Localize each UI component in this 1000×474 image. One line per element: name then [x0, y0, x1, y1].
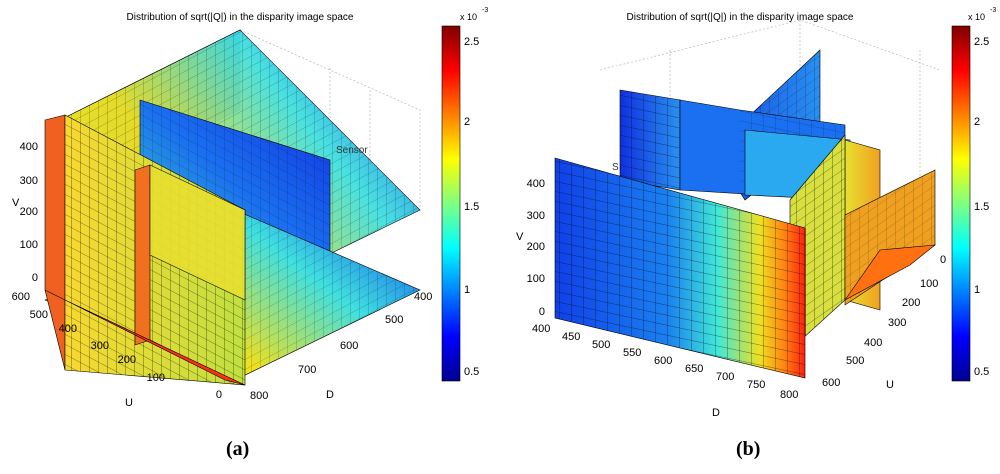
tick-label: 400 — [414, 291, 432, 303]
tick-label: 200 — [902, 297, 920, 309]
tick-label: 500 — [592, 339, 610, 351]
tick-label: 300 — [91, 340, 109, 352]
chart-b-v-axis: 400 300 200 100 0 V — [516, 178, 545, 318]
chart-a-colorbar: 2.5 2 1.5 1 0.5 x 10 -3 — [441, 7, 488, 382]
chart-a-u-axis: 600 500 400 300 200 100 0 U — [12, 291, 222, 409]
chart-b-d-axis: 400 450 500 550 600 650 700 750 800 D — [532, 323, 798, 419]
chart-b-svg: Distribution of sqrt(|Q|) in the dispari… — [516, 7, 996, 419]
tick-label: 650 — [685, 363, 703, 375]
colorbar-exponent: -3 — [990, 7, 996, 14]
chart-a-ylabel: D — [326, 389, 334, 401]
panel-a: Distribution of sqrt(|Q|) in the dispari… — [12, 7, 489, 460]
tick-label: 800 — [780, 389, 798, 401]
tick-label: 0.5 — [464, 366, 479, 378]
tick-label: 550 — [623, 347, 641, 359]
caption-a: (a) — [226, 438, 250, 460]
tick-label: 100 — [147, 372, 165, 384]
tick-label: 750 — [747, 379, 765, 391]
tick-label: 400 — [527, 178, 545, 190]
colorbar-exponent: -3 — [482, 7, 488, 14]
tick-label: 200 — [20, 206, 38, 218]
tick-label: 100 — [20, 239, 38, 251]
tick-label: 100 — [527, 273, 545, 285]
tick-label: 400 — [864, 337, 882, 349]
chart-a-d-axis: 800 700 600 500 400 D — [250, 291, 432, 402]
tick-label: 0 — [539, 306, 545, 318]
tick-label: 500 — [30, 309, 48, 321]
chart-b-zlabel: V — [516, 231, 524, 243]
tick-label: 500 — [846, 355, 864, 367]
tick-label: 600 — [654, 355, 672, 367]
tick-label: 400 — [20, 141, 38, 153]
tick-label: 0.5 — [974, 366, 989, 378]
tick-label: 2 — [974, 116, 980, 128]
chart-b-ylabel: U — [886, 379, 894, 391]
tick-label: 2.5 — [974, 36, 989, 48]
panel-b: Distribution of sqrt(|Q|) in the dispari… — [500, 0, 1000, 474]
tick-label: 600 — [340, 340, 358, 352]
tick-label: 300 — [888, 317, 906, 329]
tick-label: 1 — [974, 284, 980, 296]
tick-label: 300 — [527, 210, 545, 222]
chart-a-svg: Distribution of sqrt(|Q|) in the dispari… — [12, 7, 489, 409]
chart-a-xlabel: U — [125, 397, 133, 409]
chart-b-sensor-label: S — [612, 162, 619, 173]
chart-a-inner-edge — [134, 164, 151, 346]
tick-label: 450 — [562, 331, 580, 343]
tick-label: 500 — [385, 314, 403, 326]
chart-a-title: Distribution of sqrt(|Q|) in the dispari… — [127, 12, 354, 23]
tick-label: 300 — [20, 175, 38, 187]
colorbar-exponent-base: x 10 — [968, 12, 985, 22]
tick-label: 0 — [32, 272, 38, 284]
tick-label: 700 — [298, 364, 316, 376]
tick-label: 100 — [920, 278, 938, 290]
chart-a-bottom-edge — [44, 289, 246, 386]
tick-label: 600 — [822, 377, 840, 389]
tick-label: 2 — [464, 116, 470, 128]
colorbar-gradient — [951, 25, 971, 382]
tick-label: 2.5 — [464, 36, 479, 48]
tick-label: 0 — [940, 254, 946, 266]
chart-a-sensor-label: Sensor — [336, 145, 368, 156]
chart-a-v-axis: 400 300 200 100 0 V — [12, 141, 38, 284]
chart-b-colorbar: 2.5 2 1.5 1 0.5 x 10 -3 — [951, 7, 996, 382]
tick-label: 200 — [527, 241, 545, 253]
tick-label: 400 — [59, 323, 77, 335]
chart-b-u-axis: 0 100 200 300 400 500 600 U — [822, 254, 946, 391]
colorbar-exponent-base: x 10 — [460, 12, 477, 22]
tick-label: 0 — [216, 389, 222, 401]
chart-b-xlabel: D — [712, 407, 720, 419]
tick-label: 1.5 — [464, 201, 479, 213]
tick-label: 1.5 — [974, 201, 989, 213]
colorbar-gradient — [441, 25, 461, 382]
tick-label: 200 — [118, 354, 136, 366]
tick-label: 1 — [464, 284, 470, 296]
caption-b: (b) — [736, 438, 761, 460]
tick-label: 800 — [250, 390, 268, 402]
tick-label: 700 — [716, 371, 734, 383]
chart-a-zlabel: V — [12, 197, 20, 209]
tick-label: 400 — [532, 323, 550, 335]
chart-b-title: Distribution of sqrt(|Q|) in the dispari… — [627, 12, 854, 23]
tick-label: 600 — [12, 291, 30, 303]
